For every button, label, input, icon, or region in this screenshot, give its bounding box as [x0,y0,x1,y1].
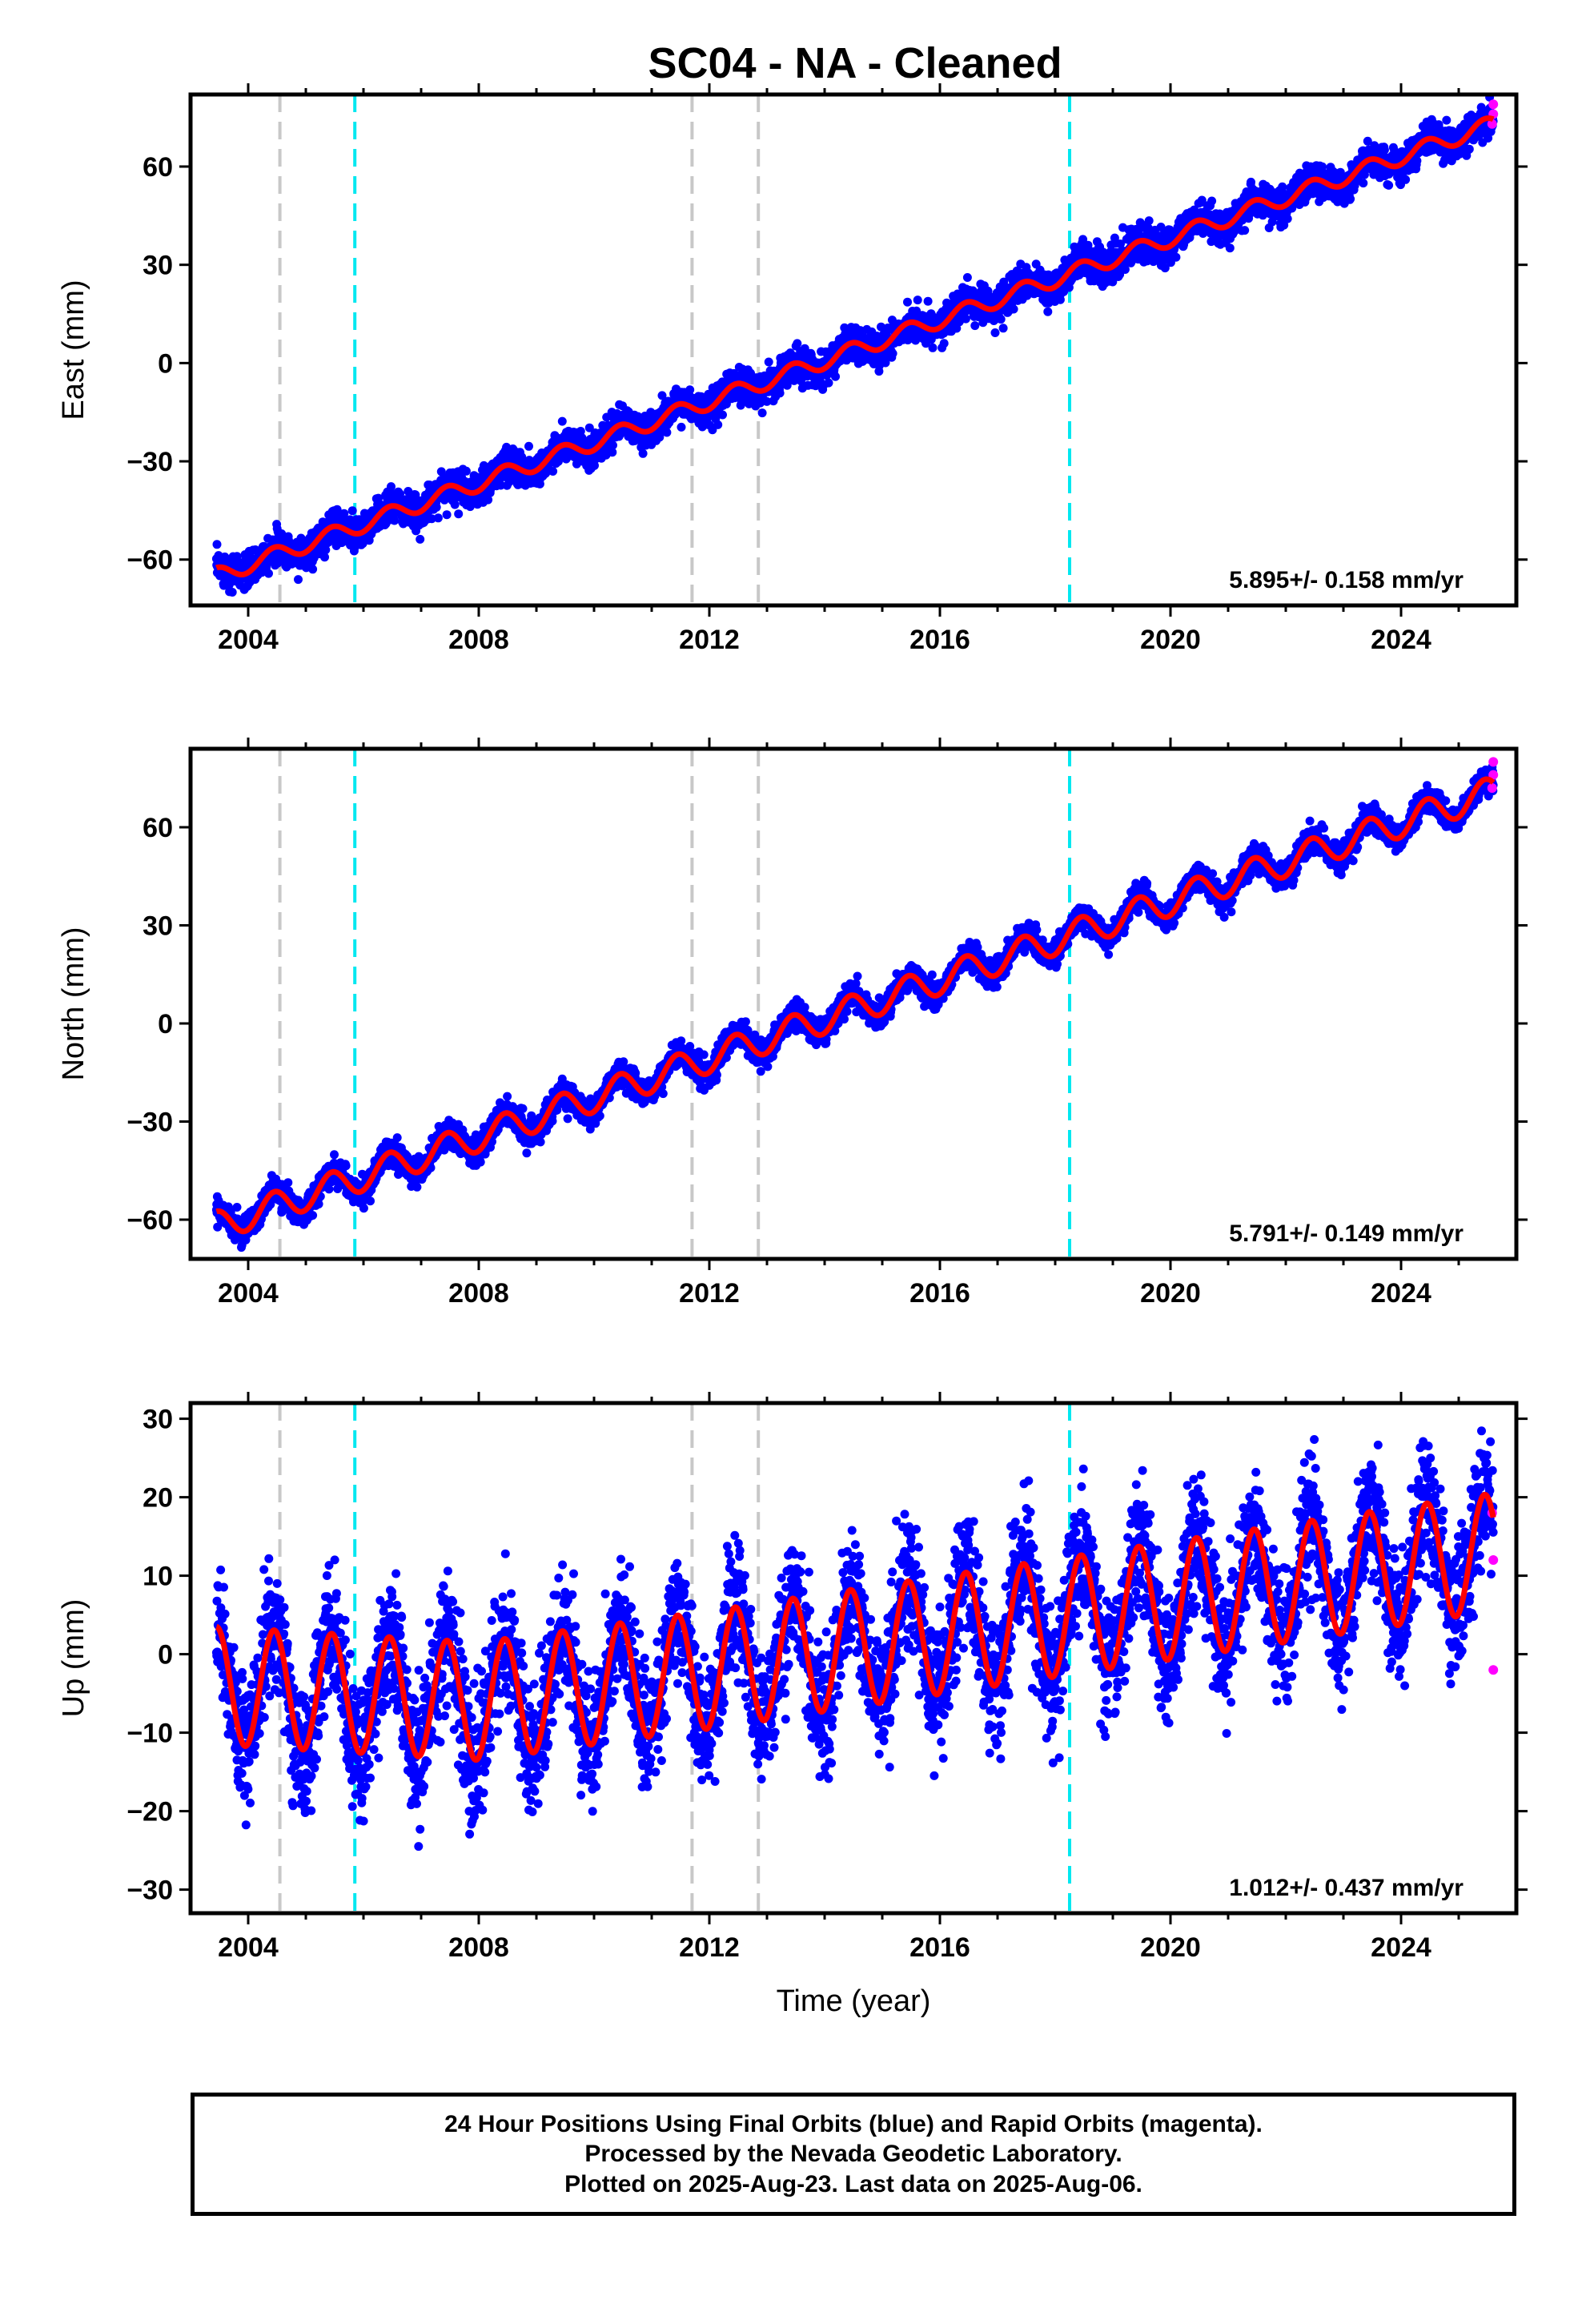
data-point [1412,156,1422,166]
data-point [961,314,970,324]
y-tick-label: −60 [126,545,173,576]
data-point [1009,304,1018,314]
data-point [757,408,767,418]
data-point [998,324,1008,333]
data-point [608,440,617,450]
data-point [1171,252,1181,262]
data-point [427,514,436,524]
data-point [928,343,938,352]
data-point [939,339,949,348]
data-point [970,321,980,331]
data-point [442,510,452,520]
x-tick-label: 2016 [909,625,970,655]
data-point [432,502,441,512]
data-point [764,357,773,367]
data-point [1346,194,1355,203]
data-point [677,422,686,432]
data-point [294,575,303,585]
data-point [1240,226,1250,235]
data-point [484,495,493,505]
x-tick-label: 2020 [1140,625,1201,655]
data-point [1144,216,1154,226]
data-point [1283,214,1292,223]
data-point [1379,145,1389,155]
data-point [996,315,1006,324]
data-point [227,588,237,597]
data-point [824,378,833,388]
data-point [212,540,222,549]
data-point [662,428,672,437]
x-tick-label: 2008 [448,625,509,655]
data-point [264,569,273,578]
data-point [793,339,802,348]
data-point [608,448,617,457]
y-tick-label: 60 [143,152,173,183]
data-point [718,410,727,420]
data-point [775,388,785,398]
data-point [638,448,648,458]
data-point [923,296,933,306]
data-point [903,297,912,307]
data-point [1401,175,1411,184]
data-point [524,441,533,451]
data-point [548,467,558,476]
panel-north: 2004 2008 2012 2016 2020 2024−60−3003060North… [57,738,1528,1309]
data-point [590,460,599,470]
data-point [1384,180,1394,190]
x-tick-label: 2004 [218,625,279,655]
data-point [387,482,396,492]
y-tick-label: −30 [126,447,173,477]
y-tick-label: 0 [158,348,173,379]
x-tick-label: 2012 [679,625,740,655]
y-axis-label: East (mm) [57,279,90,420]
data-point [450,500,460,509]
data-point [1442,115,1452,125]
data-point [433,513,443,523]
final-orbit-points [211,762,1498,1252]
data-point [535,479,544,489]
data-point [496,480,505,490]
data-point [416,534,425,544]
data-point [557,416,567,426]
data-point [347,506,357,516]
y-tick-label: 30 [143,251,173,281]
x-tick-label: 2024 [1371,625,1431,655]
figure-title: SC04 - NA - Cleaned [648,39,1062,87]
data-point [1359,179,1368,188]
data-point [1464,144,1474,154]
data-point [454,509,464,519]
data-point [308,565,318,574]
data-point [990,328,1000,337]
data-point [320,553,329,562]
data-point [657,391,667,400]
data-point [962,273,972,282]
velocity-label: 5.895+/- 0.158 mm/yr [1229,567,1464,593]
rapid-orbit-point [1488,99,1499,110]
data-point [831,372,840,381]
data-point [713,420,723,429]
data-point [1225,243,1235,253]
data-point [1207,196,1217,206]
data-point [461,466,471,476]
data-point [913,296,922,305]
data-point [1043,307,1053,316]
data-point [390,516,400,525]
data-point [888,348,897,358]
data-point [685,385,695,395]
data-point [584,423,594,432]
panel-east: 2004 2008 2012 2016 2020 2024 −60 −30 0 30 60 East … [57,83,1528,655]
